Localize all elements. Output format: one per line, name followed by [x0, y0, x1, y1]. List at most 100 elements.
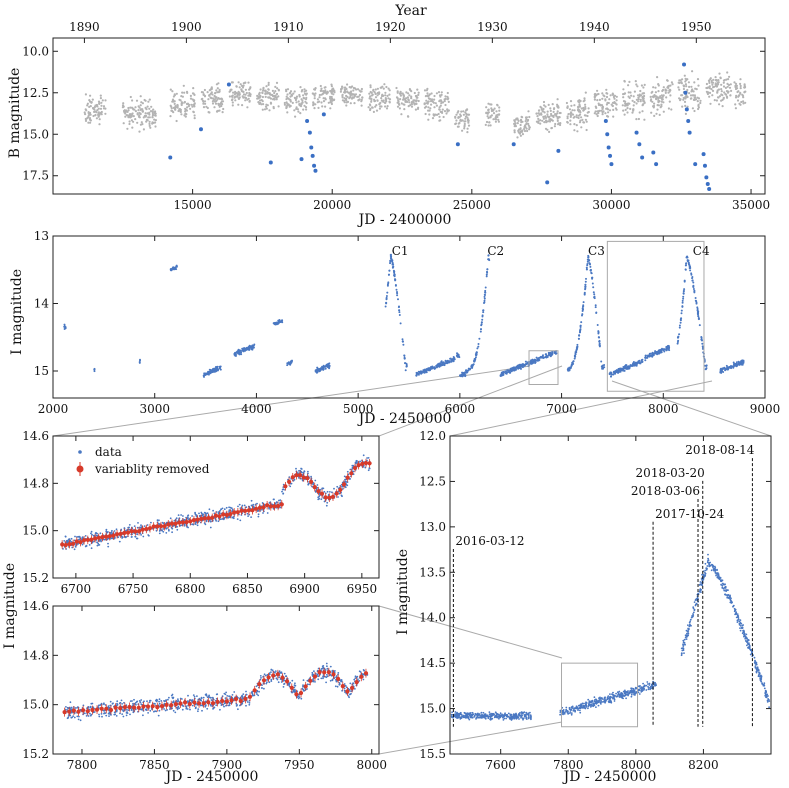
i-point	[678, 324, 681, 327]
grey-point	[650, 111, 653, 114]
i-point	[504, 370, 507, 373]
binned-point	[60, 542, 65, 547]
grey-point	[657, 84, 660, 87]
grey-point	[543, 115, 546, 118]
i-point	[487, 254, 490, 257]
i-point	[384, 305, 387, 308]
i-point	[217, 369, 219, 372]
zoom-point	[123, 701, 125, 704]
zoom-point	[181, 708, 184, 711]
grey-point	[146, 112, 149, 115]
grey-point	[154, 121, 157, 124]
zoom-point	[237, 505, 239, 508]
grey-point	[178, 108, 181, 111]
grey-point	[151, 116, 154, 119]
zoom-point	[314, 681, 316, 683]
grey-point	[351, 96, 354, 99]
grey-point	[596, 99, 599, 102]
i-point	[537, 357, 540, 360]
i-point	[585, 268, 588, 271]
zoom-point	[158, 698, 161, 701]
grey-point	[696, 100, 699, 103]
grey-point	[463, 122, 466, 126]
grey-point	[349, 86, 352, 89]
grey-point	[322, 100, 326, 103]
grey-point	[190, 103, 193, 106]
zoom-point	[331, 491, 333, 494]
grey-point	[428, 97, 432, 101]
grey-point	[671, 83, 674, 86]
grey-point	[293, 90, 296, 93]
grey-point	[341, 96, 344, 99]
i-point	[585, 266, 588, 269]
grey-point	[604, 99, 607, 102]
zoom-point	[320, 498, 323, 501]
grey-point	[573, 123, 576, 126]
zoom-point	[163, 708, 166, 710]
grey-point	[670, 81, 674, 84]
grey-point	[487, 116, 490, 120]
i-point	[216, 365, 219, 368]
zoom-point	[191, 515, 194, 517]
zoom-point	[162, 530, 165, 533]
grey-point	[615, 99, 618, 102]
zoom-point	[96, 532, 98, 535]
grey-point	[692, 90, 695, 93]
zoom-point	[300, 697, 303, 700]
i-point	[234, 353, 237, 356]
zoom-point	[67, 539, 70, 541]
grey-point	[677, 81, 680, 84]
i-point	[587, 258, 590, 261]
grey-point	[467, 124, 471, 127]
grey-point	[397, 100, 400, 103]
zoom-point	[198, 515, 201, 517]
grey-point	[434, 113, 437, 116]
grey-point	[716, 90, 719, 93]
binned-point	[129, 529, 134, 534]
grey-point	[428, 113, 431, 116]
grey-point	[638, 111, 641, 114]
zoom-point	[183, 524, 186, 527]
grey-point	[487, 111, 490, 114]
i-point	[286, 364, 289, 367]
grey-point	[234, 99, 237, 102]
zoom-point	[281, 490, 283, 493]
zoom-point	[217, 520, 220, 523]
zoom-point	[326, 501, 329, 504]
grey-point	[241, 95, 244, 98]
i-point	[175, 265, 178, 268]
grey-point	[434, 102, 437, 105]
i-point	[398, 311, 401, 314]
i-point	[419, 371, 422, 374]
grey-point	[525, 122, 528, 125]
i-point	[584, 288, 587, 291]
grey-point	[457, 122, 460, 125]
grey-point	[445, 112, 448, 115]
grey-point	[612, 115, 615, 118]
zoom-point	[346, 470, 349, 473]
grey-point	[285, 90, 288, 93]
zoom-point	[205, 514, 207, 517]
i-point	[723, 366, 726, 369]
grey-point	[657, 101, 660, 104]
i-point	[597, 331, 600, 334]
i-point	[575, 347, 578, 349]
i-point	[385, 298, 388, 301]
i-point	[622, 368, 625, 370]
grey-point	[341, 99, 344, 102]
zoom-point	[270, 678, 273, 681]
i-point	[524, 360, 527, 363]
grey-point	[598, 98, 602, 101]
zoom-point	[359, 460, 361, 463]
binned-point	[309, 479, 314, 484]
grey-point	[430, 103, 433, 106]
i-point	[698, 324, 701, 327]
grey-point	[541, 119, 544, 122]
i-point	[173, 268, 176, 271]
grey-point	[524, 126, 527, 129]
grey-point	[656, 76, 659, 79]
grey-point	[283, 101, 286, 105]
zoom-point	[81, 537, 84, 539]
grey-point	[331, 98, 334, 101]
zoom-point	[307, 470, 309, 473]
